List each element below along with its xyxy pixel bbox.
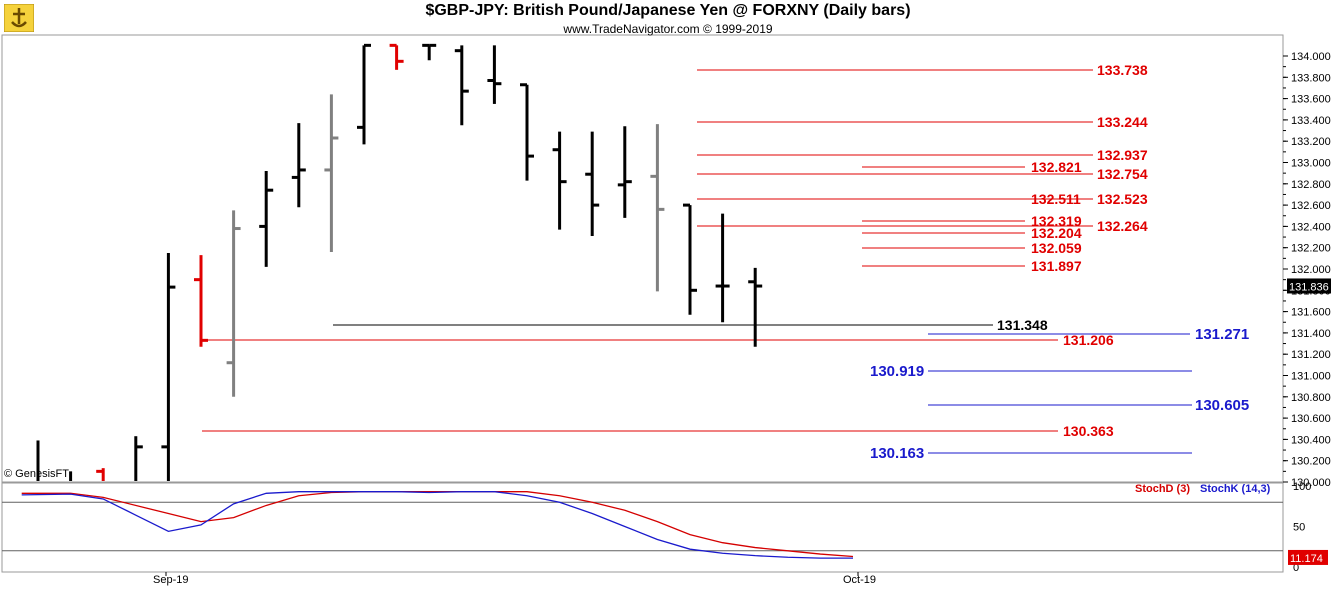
y-tick-label: 130.400 <box>1291 434 1331 446</box>
y-tick-label: 132.200 <box>1291 243 1331 255</box>
level-label: 131.348 <box>997 317 1048 333</box>
price-panel-frame <box>1 34 1284 483</box>
y-tick-label: 134.000 <box>1291 51 1331 63</box>
oscillator-last-value-label: 11.174 <box>1290 553 1323 565</box>
level-label: 130.363 <box>1063 423 1114 439</box>
level-label: 130.919 <box>870 363 924 380</box>
data-source-label: © GenesisFT <box>4 468 69 480</box>
stochk-line <box>21 491 853 559</box>
level-label: 130.605 <box>1195 397 1249 414</box>
level-label: 132.754 <box>1097 166 1148 182</box>
level-label: 130.163 <box>870 445 924 462</box>
level-label: 131.897 <box>1031 258 1082 274</box>
y-tick-label: 131.400 <box>1291 328 1331 340</box>
level-label: 131.271 <box>1195 326 1249 343</box>
y-tick-label: 133.800 <box>1291 72 1331 84</box>
oscillator-panel-frame <box>1 482 1284 573</box>
y-tick-label: 133.000 <box>1291 158 1331 170</box>
y-tick-label: 133.200 <box>1291 136 1331 148</box>
level-label: 132.264 <box>1097 218 1148 234</box>
stochd-line <box>21 491 854 558</box>
y-tick-label: 130.800 <box>1291 392 1331 404</box>
y-tick-label: 132.800 <box>1291 179 1331 191</box>
y-tick-label: 131.600 <box>1291 307 1331 319</box>
oscillator-y-label: 0 <box>1293 562 1299 574</box>
x-tick-label: Sep-19 <box>153 574 189 586</box>
level-label: 133.244 <box>1097 114 1148 130</box>
level-label: 132.821 <box>1031 159 1082 175</box>
oscillator-y-label: 100 <box>1293 481 1311 493</box>
y-tick-label: 130.000 <box>1291 477 1331 489</box>
trade-navigator-logo <box>3 3 35 33</box>
level-label: 132.937 <box>1097 147 1148 163</box>
y-tick-label: 131.200 <box>1291 349 1331 361</box>
stochk-legend: StochK (14,3) <box>1200 483 1271 495</box>
last-price-label: 131.836 <box>1289 281 1329 293</box>
oscillator-last-value-box <box>1288 549 1328 565</box>
copyright-text: www.TradeNavigator.com © 1999-2019 <box>563 22 773 36</box>
last-price-box <box>1287 278 1331 294</box>
y-tick-label: 133.400 <box>1291 115 1331 127</box>
y-tick-label: 132.400 <box>1291 221 1331 233</box>
oscillator-y-label: 50 <box>1293 522 1305 534</box>
y-tick-label: 133.600 <box>1291 94 1331 106</box>
y-tick-label: 130.600 <box>1291 413 1331 425</box>
chart-title: $GBP-JPY: British Pound/Japanese Yen @ F… <box>425 2 911 19</box>
x-tick-label: Oct-19 <box>843 574 877 586</box>
stochd-legend: StochD (3) <box>1135 483 1190 495</box>
y-tick-label: 131.000 <box>1291 371 1331 383</box>
level-label: 131.206 <box>1063 332 1114 348</box>
level-label: 132.523 <box>1097 191 1148 207</box>
level-label: 132.319 <box>1031 213 1082 229</box>
level-label: 133.738 <box>1097 62 1148 78</box>
y-tick-label: 130.200 <box>1291 456 1331 468</box>
level-label: 132.059 <box>1031 240 1082 256</box>
y-tick-label: 132.600 <box>1291 200 1331 212</box>
y-tick-label: 132.000 <box>1291 264 1331 276</box>
level-label: 132.204 <box>1031 225 1082 241</box>
